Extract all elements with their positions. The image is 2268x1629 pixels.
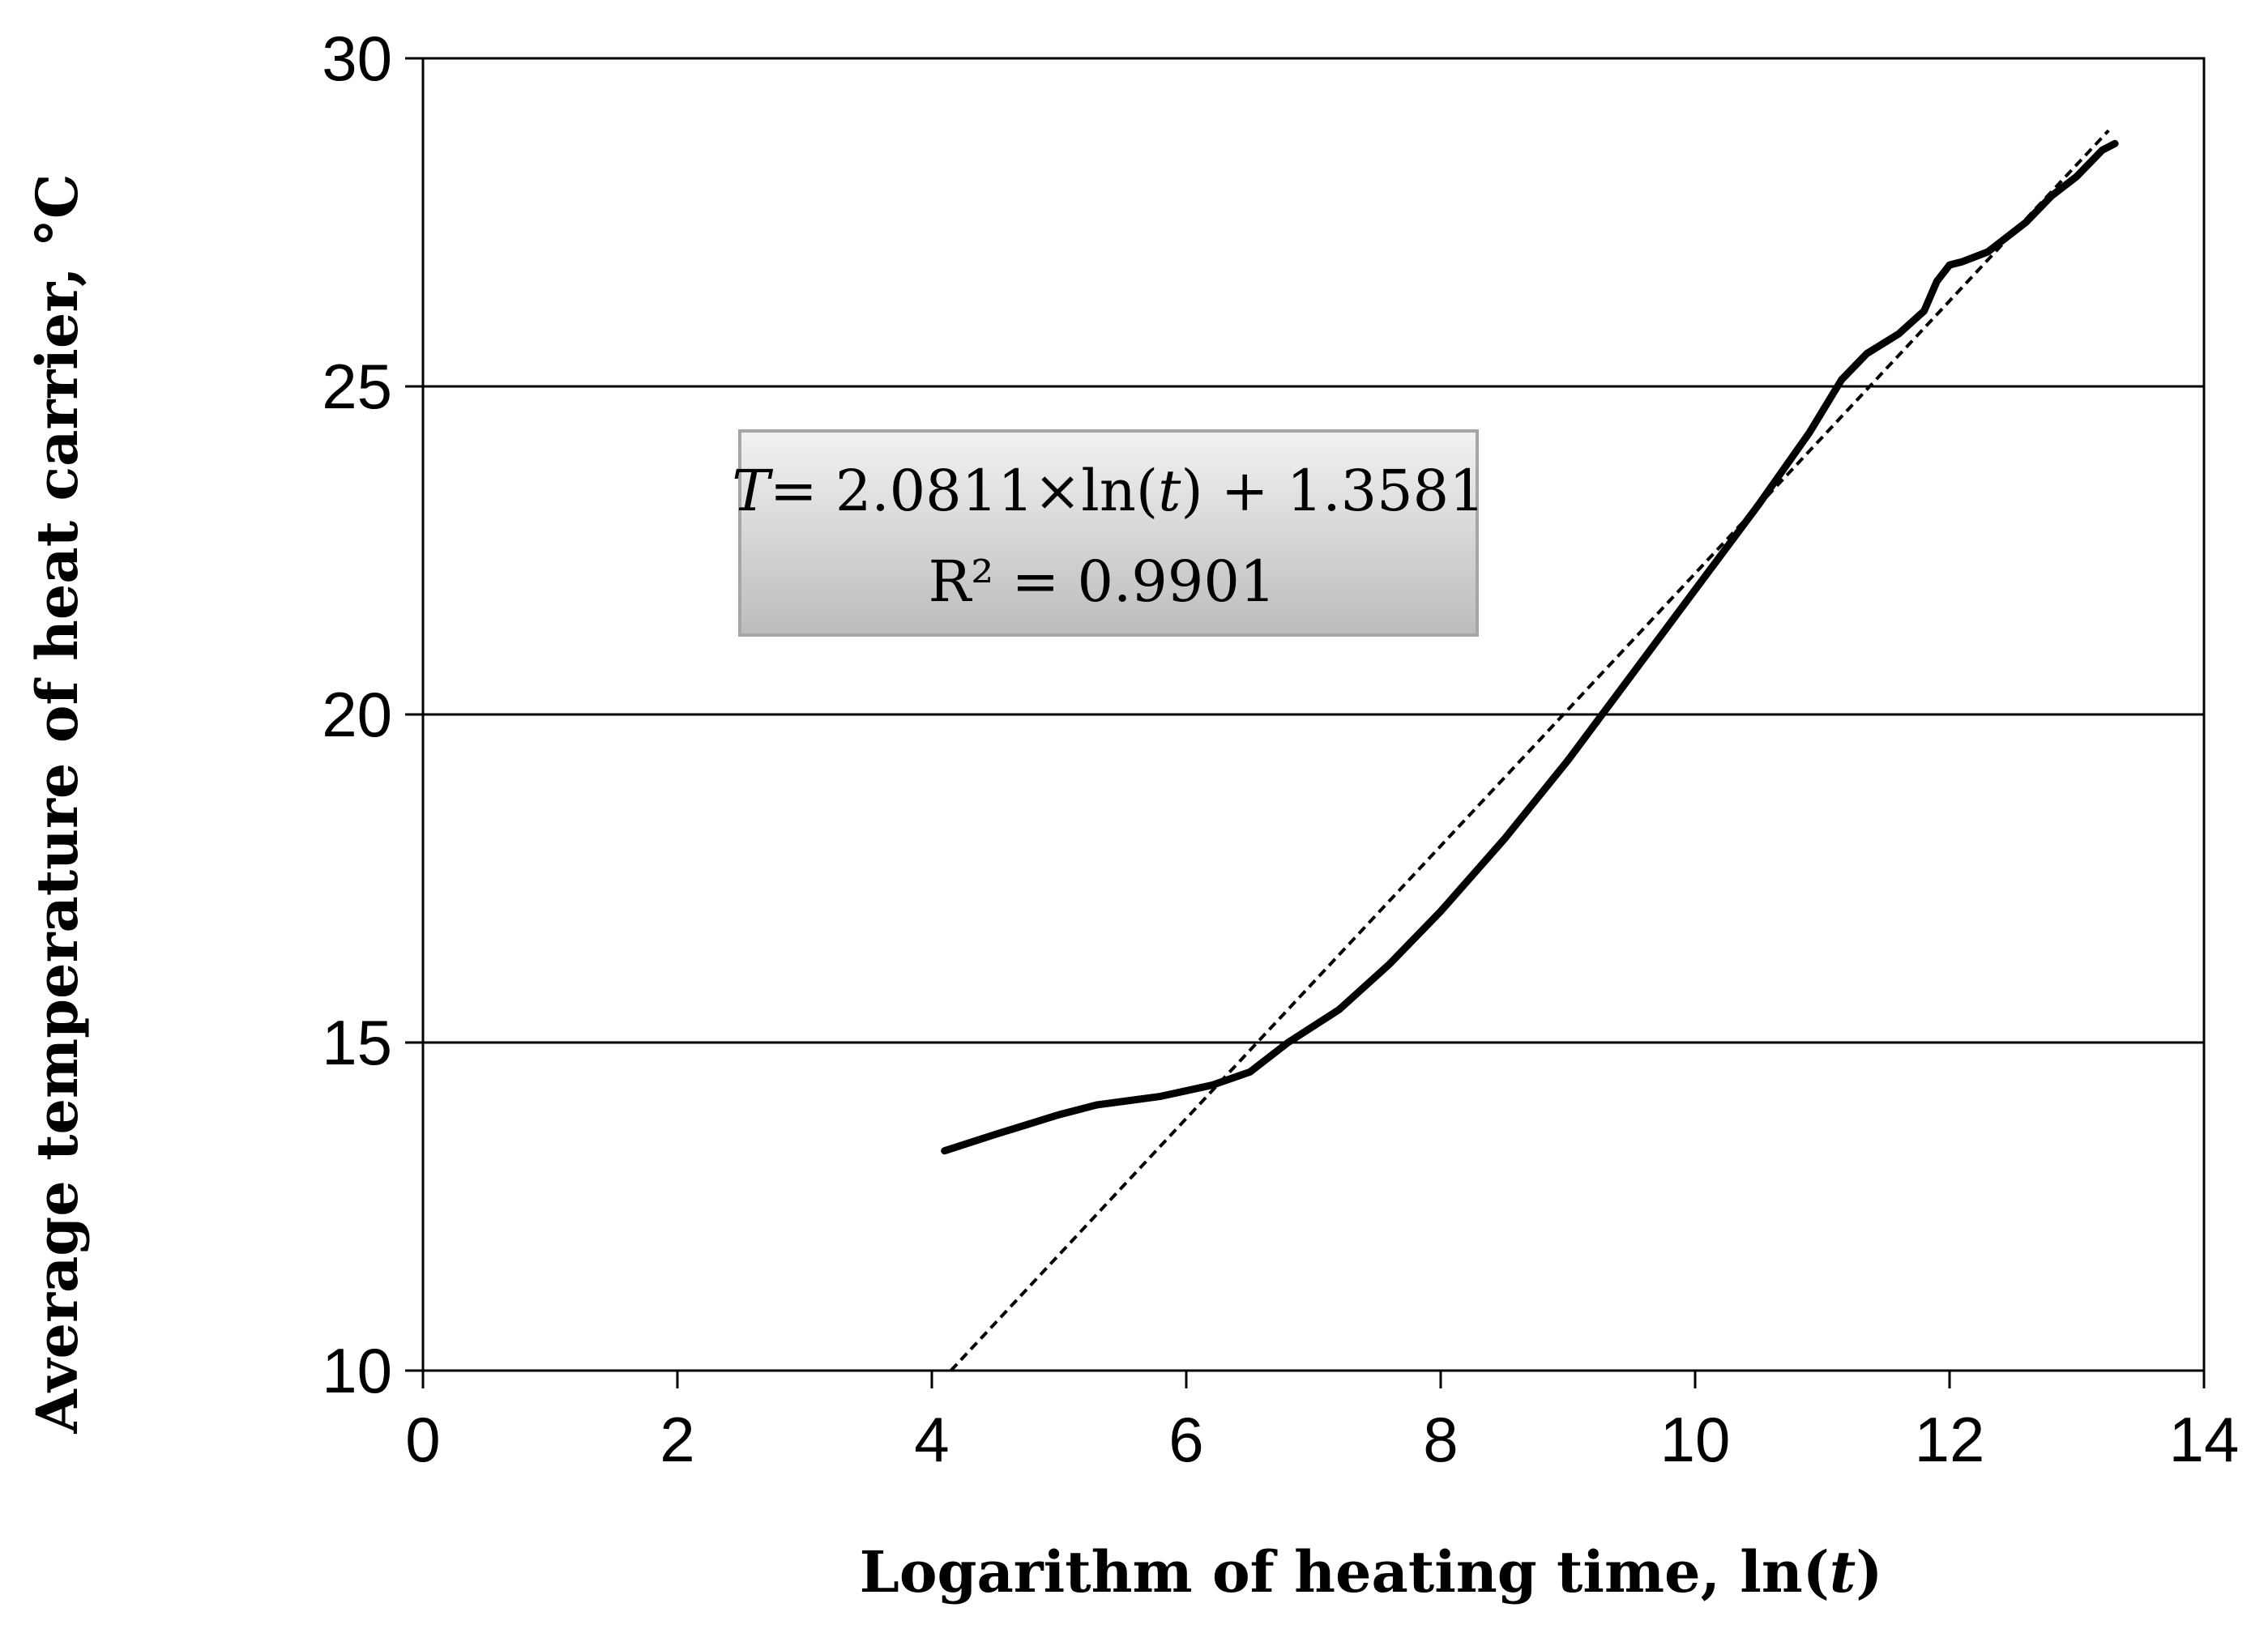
equation-box: T= 2.0811×ln(t) + 1.3581 R² = 0.9901 bbox=[732, 429, 1485, 637]
trendline-dashed bbox=[950, 129, 2110, 1372]
x-tick-label: 8 bbox=[1423, 1404, 1458, 1475]
measured-temperature-line bbox=[941, 139, 2119, 1155]
gridlines bbox=[423, 385, 2204, 1044]
x-tick-label: 4 bbox=[914, 1404, 949, 1475]
y-tick-label: 10 bbox=[322, 1335, 392, 1406]
y-axis-ticks: 10 15 20 25 30 bbox=[322, 23, 423, 1406]
x-tick-label: 6 bbox=[1168, 1404, 1203, 1475]
y-axis-title: Average temperature of heat carrier, °C bbox=[23, 173, 91, 1434]
x-tick-label: 0 bbox=[405, 1404, 440, 1475]
x-axis-title: Logarithm of heating time, ln(t) bbox=[860, 1538, 1883, 1606]
x-tick-label: 12 bbox=[1915, 1404, 1985, 1475]
y-tick-label: 30 bbox=[322, 23, 392, 94]
x-tick-label: 14 bbox=[2169, 1404, 2240, 1475]
r-squared-text: R² = 0.9901 bbox=[929, 548, 1276, 615]
x-tick-label: 10 bbox=[1660, 1404, 1731, 1475]
y-tick-label: 15 bbox=[322, 1007, 392, 1078]
y-tick-label: 25 bbox=[322, 351, 392, 422]
y-tick-label: 20 bbox=[322, 679, 392, 750]
x-tick-label: 2 bbox=[660, 1404, 694, 1475]
x-axis-ticks: 0 2 4 6 8 10 12 14 bbox=[405, 1371, 2239, 1475]
equation-text: T= 2.0811×ln(t) + 1.3581 bbox=[732, 458, 1485, 524]
